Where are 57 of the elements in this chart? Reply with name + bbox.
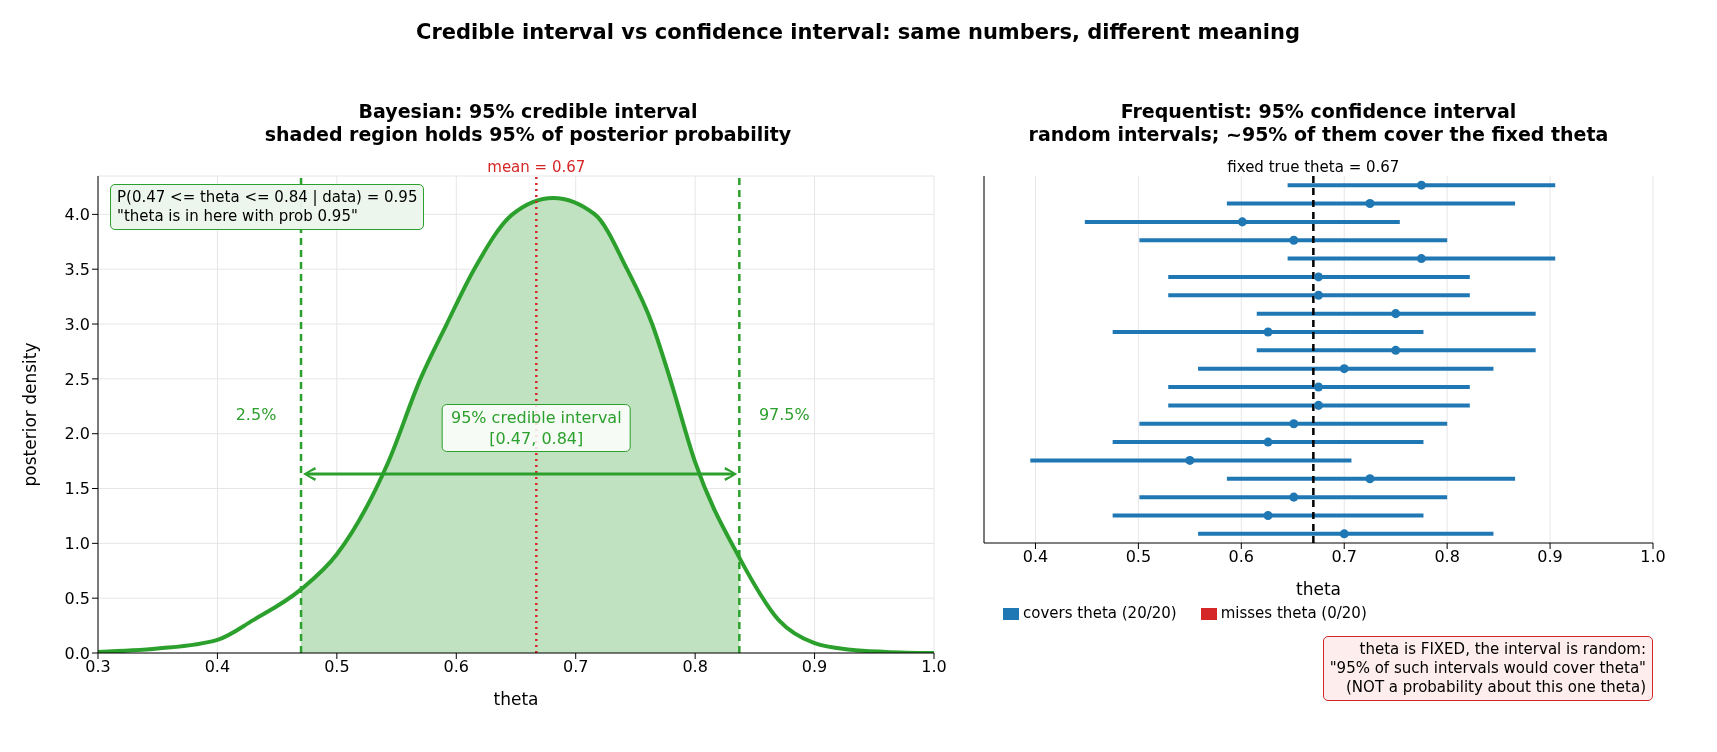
x-tick-label: 0.9 [1537,547,1563,567]
point [1289,492,1299,502]
x-tick-label: 0.6 [1228,547,1255,567]
x-tick-label: 1.0 [1640,547,1666,567]
point [1416,180,1426,190]
point [1339,364,1349,374]
annotation: 2.5% [235,404,277,424]
x-tick-label: 1.0 [921,657,947,677]
ref-line-label: mean = 0.67 [487,158,586,176]
annotation: P(0.47 <= theta <= 0.84 | data) = 0.95 "theta is in here with prob 0.95" [117,188,418,226]
x-tick-label: 0.8 [1434,547,1460,567]
point [1313,272,1324,282]
y-tick-label: 3.5 [64,259,90,279]
y-tick-label: 3.0 [64,314,90,334]
x-tick-label: 0.6 [443,657,470,677]
point [1313,382,1324,392]
point [1185,455,1195,465]
text: Credible interval vs confidence interval: same numbers, different meaning [415,20,1301,44]
y-axis-title: posterior density [20,342,41,487]
x-tick-label: 0.9 [801,657,828,677]
annotation: 95% credible interval [0.47, 0.84] [450,407,622,450]
point [1339,529,1349,539]
x-axis-title: theta [1296,579,1341,599]
point [1289,419,1299,429]
x-tick-label: 0.5 [324,657,350,677]
legend-label: covers theta (20/20) [1023,604,1177,622]
legend-label: misses theta (0/20) [1220,604,1367,622]
point [1313,400,1324,410]
point [1391,309,1401,319]
x-tick-label: 0.7 [562,657,589,677]
x-tick-label: 0.7 [1331,547,1357,567]
point [1289,235,1299,245]
point [1391,345,1401,355]
point [1263,327,1273,337]
y-tick-label: 2.0 [64,424,90,444]
point [1263,510,1273,520]
x-tick-label: 0.4 [1022,547,1049,567]
annotation: 97.5% [758,404,810,424]
y-tick-label: 2.5 [64,369,90,389]
point [1263,437,1273,447]
x-axis-title: theta [493,689,539,709]
ref-line-label: fixed true theta = 0.67 [1227,158,1400,176]
y-tick-label: 0.5 [64,588,90,608]
chart-title: Bayesian: 95% credible interval shaded region holds 95% of posterior probability [263,100,793,146]
x-tick-label: 0.5 [1125,547,1152,567]
point [1365,474,1375,484]
point [1365,199,1375,209]
text: theta is FIXED, the interval is random: "95% of such intervals would cover theta" (NOT a probability about this one theta) [1329,640,1646,697]
x-tick-label: 0.8 [682,657,708,677]
point [1313,290,1324,300]
x-tick-label: 0.4 [204,657,231,677]
y-tick-label: 1.0 [64,534,90,554]
point [1237,217,1247,227]
chart-title: Frequentist: 95% confidence interval random intervals; ~95% of them cover the fixed theta [1027,100,1610,146]
y-tick-label: 4.0 [64,205,90,225]
y-tick-label: 1.5 [64,479,90,499]
point [1416,254,1426,264]
